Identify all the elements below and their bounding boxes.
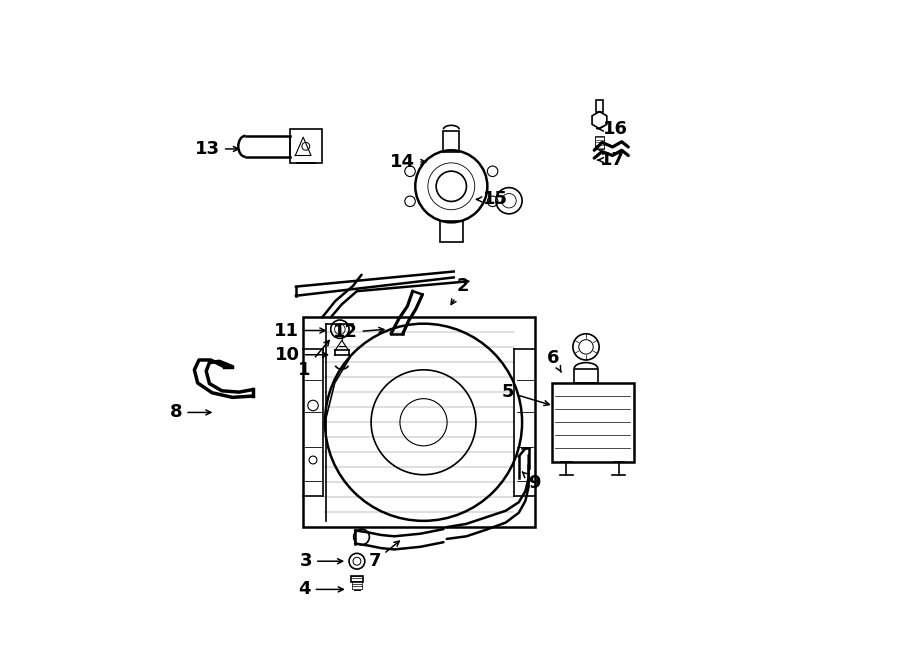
Text: 10: 10 xyxy=(274,346,328,364)
Text: 8: 8 xyxy=(170,403,211,422)
Bar xyxy=(596,100,603,112)
Text: 1: 1 xyxy=(298,340,329,379)
Text: 14: 14 xyxy=(391,153,426,171)
Text: 16: 16 xyxy=(597,120,627,137)
Text: 6: 6 xyxy=(547,349,562,372)
Text: 15: 15 xyxy=(477,190,508,208)
Text: 5: 5 xyxy=(501,383,549,406)
Bar xyxy=(574,369,598,383)
Text: 9: 9 xyxy=(523,472,540,492)
Bar xyxy=(439,221,464,242)
Text: 3: 3 xyxy=(300,552,343,570)
Text: 2: 2 xyxy=(451,277,470,305)
Bar xyxy=(290,130,321,163)
Text: 13: 13 xyxy=(195,140,239,158)
Bar xyxy=(351,576,363,582)
Bar xyxy=(552,383,634,461)
Bar xyxy=(302,317,536,527)
Text: 7: 7 xyxy=(368,541,400,570)
Bar xyxy=(444,132,459,152)
Text: 4: 4 xyxy=(298,580,343,598)
Bar xyxy=(595,136,604,149)
Text: 11: 11 xyxy=(274,321,325,340)
Text: 17: 17 xyxy=(598,151,626,169)
Text: 12: 12 xyxy=(333,323,384,342)
